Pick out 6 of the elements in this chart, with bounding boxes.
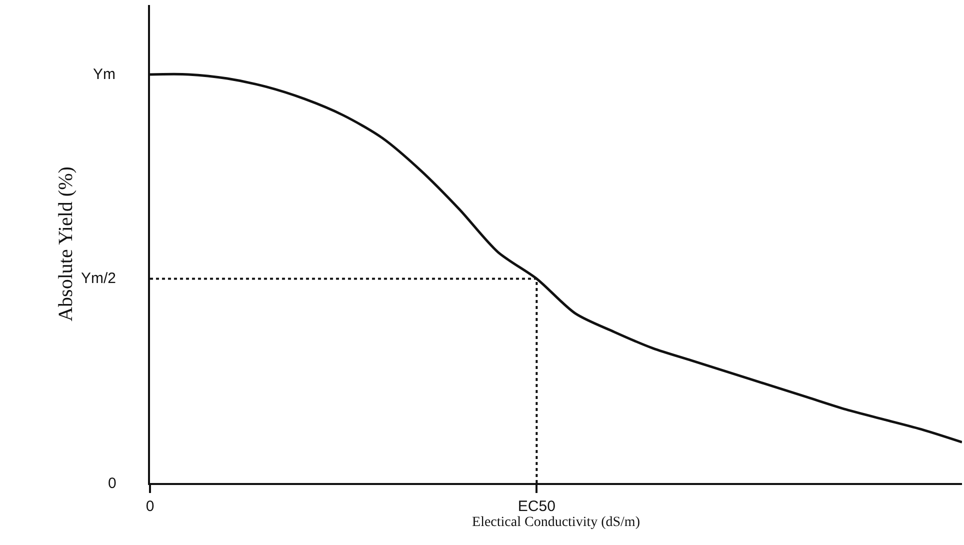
text: Ym bbox=[93, 66, 116, 83]
text: 0 bbox=[108, 475, 116, 492]
y-axis-title: Absolute Yield (%) bbox=[55, 166, 77, 322]
x-tick-label: EC50 bbox=[518, 498, 556, 515]
x-axis-title: Electical Conductivity (dS/m) bbox=[472, 515, 640, 530]
text: Ym/2 bbox=[81, 270, 116, 287]
